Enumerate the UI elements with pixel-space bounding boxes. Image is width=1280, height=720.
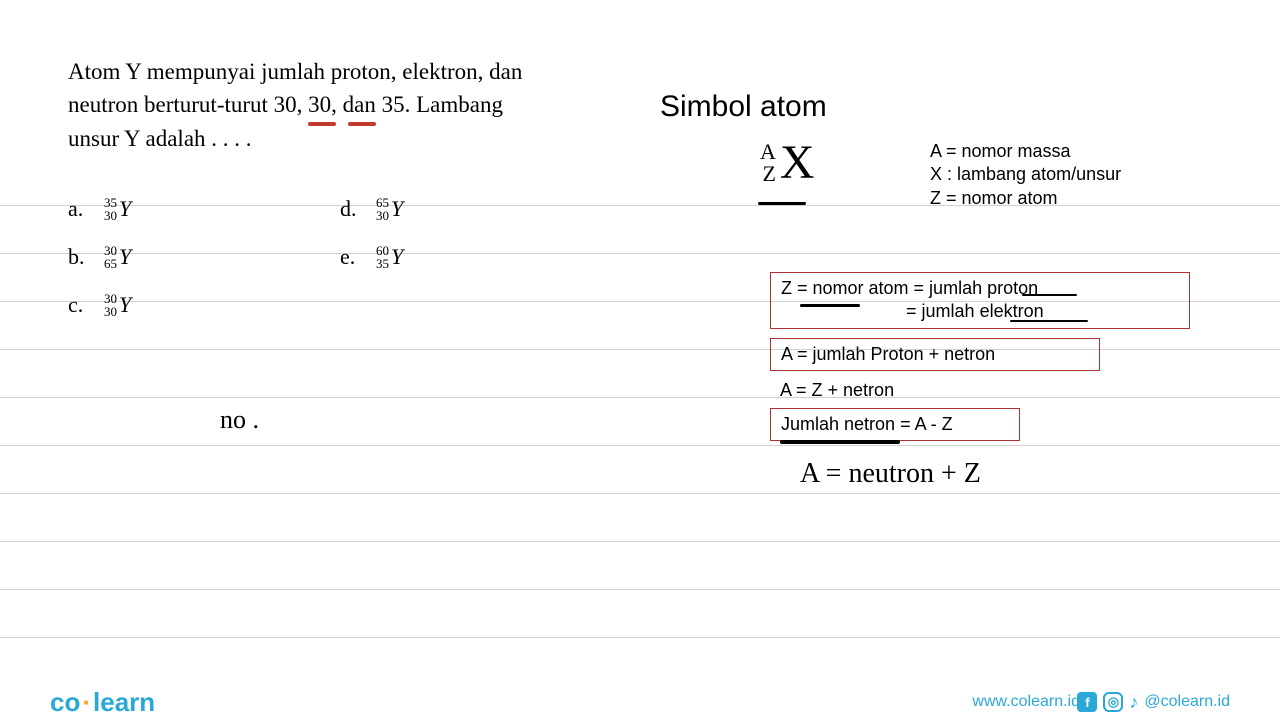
isotope-notation: 30 65 Y xyxy=(104,244,131,270)
handwritten-equation: A = neutron + Z xyxy=(800,458,981,490)
question-line1: Atom Y mempunyai jumlah proton, elektron… xyxy=(68,59,522,84)
element-symbol: Y xyxy=(119,292,131,318)
symbol-legend: A = nomor massa X : lambang atom/unsur Z… xyxy=(930,140,1121,210)
atomic-number: 30 xyxy=(104,209,117,222)
atom-symbol-diagram: A Z X xyxy=(760,135,815,190)
legend-x: X : lambang atom/unsur xyxy=(930,163,1121,186)
option-a: a. 35 30 Y xyxy=(68,185,131,233)
red-underline-mark xyxy=(308,122,336,126)
isotope-notation: 60 35 Y xyxy=(376,244,403,270)
facebook-icon: f xyxy=(1077,692,1097,712)
website-url: www.colearn.id xyxy=(972,693,1080,711)
ruled-line xyxy=(0,493,1280,494)
legend-a: A = nomor massa xyxy=(930,140,1121,163)
social-handle: @colearn.id xyxy=(1144,693,1230,711)
ruled-line xyxy=(0,397,1280,398)
ruled-line xyxy=(0,589,1280,590)
question-text: Atom Y mempunyai jumlah proton, elektron… xyxy=(68,55,628,155)
underline-mark xyxy=(780,440,900,444)
info-a-text: A = jumlah Proton + netron xyxy=(781,344,995,364)
option-label: c. xyxy=(68,292,104,318)
symbol-heading: Simbol atom xyxy=(660,90,827,124)
brand-learn: learn xyxy=(93,687,155,717)
option-label: e. xyxy=(340,244,376,270)
info-neutron-text: Jumlah netron = A - Z xyxy=(781,414,953,434)
option-e: e. 60 35 Y xyxy=(340,233,403,281)
atomic-number: 30 xyxy=(376,209,389,222)
underline-mark xyxy=(1022,294,1077,296)
brand-dot: · xyxy=(82,687,91,717)
instagram-icon: ◎ xyxy=(1103,692,1123,712)
element-symbol: Y xyxy=(391,244,403,270)
red-underline-mark xyxy=(348,122,376,126)
element-symbol: Y xyxy=(391,196,403,222)
info-plain-formula: A = Z + netron xyxy=(780,380,894,401)
options-col2: d. 65 30 Y e. 60 35 Y xyxy=(340,185,403,281)
brand-co: co xyxy=(50,687,80,717)
ruled-line xyxy=(0,253,1280,254)
symbol-z: Z xyxy=(760,163,776,185)
legend-z: Z = nomor atom xyxy=(930,187,1121,210)
question-line2: neutron berturut-turut 30, 30, dan 35. L… xyxy=(68,92,503,117)
atomic-number: 30 xyxy=(104,305,117,318)
element-symbol: Y xyxy=(119,196,131,222)
symbol-a: A xyxy=(760,141,776,163)
underline-mark xyxy=(758,202,806,205)
info-box-z: Z = nomor atom = jumlah proton = jumlah … xyxy=(770,272,1190,329)
option-label: b. xyxy=(68,244,104,270)
isotope-notation: 65 30 Y xyxy=(376,196,403,222)
element-symbol: Y xyxy=(119,244,131,270)
underline-mark xyxy=(1010,320,1088,322)
options-col1: a. 35 30 Y b. 30 65 Y c. 30 30 Y xyxy=(68,185,131,329)
atomic-number: 35 xyxy=(376,257,389,270)
underline-mark xyxy=(800,304,860,307)
option-b: b. 30 65 Y xyxy=(68,233,131,281)
handwritten-no: no . xyxy=(220,405,259,435)
social-links: f ◎ ♪ @colearn.id xyxy=(1077,692,1230,713)
option-label: d. xyxy=(340,196,376,222)
tiktok-icon: ♪ xyxy=(1129,692,1138,713)
option-label: a. xyxy=(68,196,104,222)
ruled-line xyxy=(0,445,1280,446)
isotope-notation: 30 30 Y xyxy=(104,292,131,318)
symbol-x: X xyxy=(780,135,815,190)
atomic-number: 65 xyxy=(104,257,117,270)
brand-logo: co·learn xyxy=(50,687,155,718)
info-z-line1: Z = nomor atom = jumlah proton xyxy=(781,277,1179,300)
ruled-line xyxy=(0,541,1280,542)
option-d: d. 65 30 Y xyxy=(340,185,403,233)
isotope-notation: 35 30 Y xyxy=(104,196,131,222)
info-box-a: A = jumlah Proton + netron xyxy=(770,338,1100,371)
question-line3: unsur Y adalah . . . . xyxy=(68,126,252,151)
option-c: c. 30 30 Y xyxy=(68,281,131,329)
info-box-neutron: Jumlah netron = A - Z xyxy=(770,408,1020,441)
ruled-line xyxy=(0,637,1280,638)
